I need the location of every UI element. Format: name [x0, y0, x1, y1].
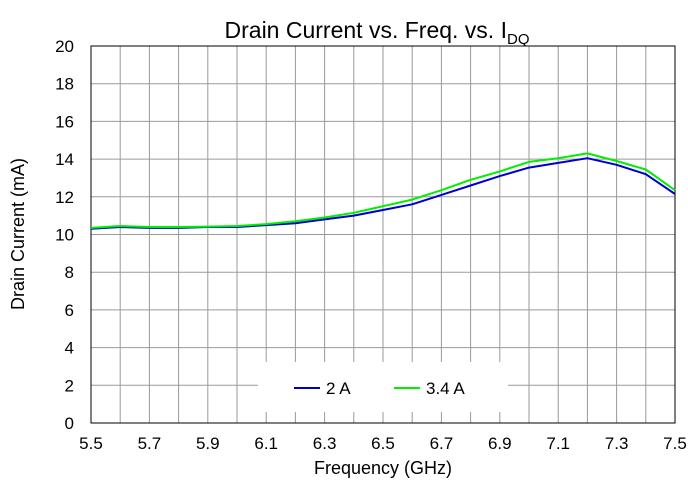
y-tick-label: 10 — [55, 226, 74, 245]
x-tick-label: 6.3 — [313, 434, 337, 453]
chart-title-subscript: DQ — [507, 31, 530, 48]
y-axis-title: Drain Current (mA) — [8, 158, 28, 310]
y-tick-label: 18 — [55, 75, 74, 94]
legend-label-3-4a: 3.4 A — [426, 379, 465, 398]
x-tick-label: 5.9 — [196, 434, 220, 453]
x-tick-label: 7.3 — [605, 434, 629, 453]
y-tick-label: 2 — [65, 376, 74, 395]
x-tick-label: 7.5 — [663, 434, 687, 453]
series-group — [90, 152, 676, 230]
x-tick-label: 5.5 — [79, 434, 103, 453]
grid — [91, 46, 675, 423]
y-tick-label: 14 — [55, 150, 74, 169]
x-tick-label: 6.7 — [430, 434, 454, 453]
legend-label-2a: 2 A — [326, 379, 351, 398]
chart-title-main: Drain Current vs. Freq. vs. I — [225, 17, 507, 43]
y-tick-label: 20 — [55, 37, 74, 56]
x-tick-label: 6.1 — [254, 434, 278, 453]
series-line-3-4a — [90, 152, 676, 229]
y-tick-label: 8 — [65, 263, 74, 282]
y-tick-label: 12 — [55, 188, 74, 207]
x-axis-title: Frequency (GHz) — [314, 458, 452, 478]
x-tick-label: 6.9 — [488, 434, 512, 453]
y-tick-label: 6 — [65, 301, 74, 320]
legend: 2 A 3.4 A — [258, 362, 508, 412]
y-tick-label: 4 — [65, 339, 74, 358]
y-tick-label: 0 — [65, 414, 74, 433]
chart-title: Drain Current vs. Freq. vs. IDQ — [225, 17, 530, 48]
x-tick-label: 6.5 — [371, 434, 395, 453]
y-tick-labels: 0 2 4 6 8 10 12 14 16 18 20 — [55, 37, 74, 433]
y-tick-label: 16 — [55, 112, 74, 131]
x-tick-label: 5.7 — [138, 434, 162, 453]
plot-area-border — [90, 45, 676, 424]
x-tick-label: 7.1 — [546, 434, 570, 453]
x-tick-labels: 5.5 5.7 5.9 6.1 6.3 6.5 6.7 6.9 7.1 7.3 7.5 — [79, 434, 687, 453]
